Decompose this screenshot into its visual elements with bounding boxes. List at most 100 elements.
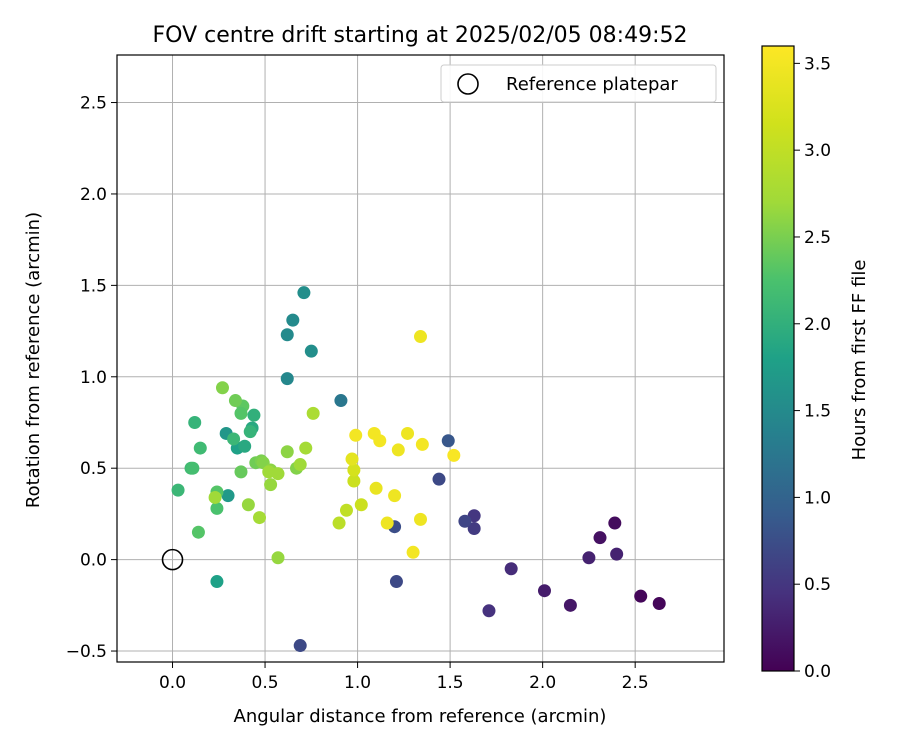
y-tick-label: 0.0	[80, 551, 107, 571]
colorbar-tick-label: 0.0	[804, 662, 831, 682]
scatter-point	[215, 381, 229, 395]
y-tick-label: 0.5	[80, 459, 107, 479]
colorbar-label: Hours from first FF file	[849, 260, 870, 461]
scatter-point	[458, 514, 472, 528]
scatter-points	[161, 286, 666, 653]
scatter-point	[234, 465, 248, 479]
x-tick-label: 0.5	[252, 673, 279, 693]
colorbar-tick-label: 1.5	[804, 402, 831, 422]
legend-box	[440, 64, 717, 103]
scatter-point	[482, 604, 496, 618]
scatter-point	[347, 474, 361, 488]
plot-area-frame	[116, 54, 725, 663]
y-tick-label: 2.0	[80, 185, 107, 205]
scatter-point	[406, 545, 420, 559]
scatter-point	[504, 562, 518, 576]
scatter-point	[334, 394, 348, 408]
scatter-point	[339, 503, 353, 517]
grid-lines	[117, 55, 724, 662]
scatter-point	[241, 498, 255, 512]
scatter-point	[252, 511, 266, 525]
scatter-point	[608, 516, 622, 530]
x-tick-label: 2.0	[529, 673, 556, 693]
scatter-point	[347, 463, 361, 477]
scatter-point	[280, 372, 294, 386]
scatter-point	[332, 516, 346, 530]
scatter-point	[280, 328, 294, 342]
x-tick-label: 0.0	[159, 673, 186, 693]
colorbar-tick-label: 0.5	[804, 575, 831, 595]
scatter-point	[280, 445, 294, 459]
y-tick-label: 1.0	[80, 368, 107, 388]
scatter-point	[593, 531, 607, 545]
colorbar-tick-label: 3.0	[804, 141, 831, 161]
scatter-point	[264, 478, 278, 492]
colorbar-ticks: 0.0 0.5 1.0 1.5 2.0 2.5 3.0 3.5	[794, 54, 831, 682]
colorbar-tick-label: 3.5	[804, 54, 831, 74]
scatter-point	[369, 481, 383, 495]
scatter-point	[193, 441, 207, 455]
scatter-point	[306, 406, 320, 420]
scatter-point	[354, 498, 368, 512]
scatter-point	[227, 432, 241, 446]
scatter-point	[414, 512, 427, 526]
y-tick-label: −0.5	[66, 642, 107, 662]
colorbar-tick-label: 1.0	[804, 488, 831, 508]
colorbar-tick-label: 2.5	[804, 228, 831, 248]
scatter-point	[191, 525, 205, 539]
scatter-point	[582, 551, 596, 565]
x-axis-label: Angular distance from reference (arcmin)	[234, 706, 607, 727]
scatter-point	[380, 516, 394, 530]
scatter-point	[286, 313, 300, 327]
scatter-point	[373, 434, 387, 448]
scatter-point	[634, 589, 648, 603]
scatter-point	[349, 428, 363, 442]
scatter-point	[391, 443, 405, 457]
scatter-point	[293, 458, 307, 472]
scatter-point	[238, 439, 252, 453]
scatter-point	[293, 639, 307, 653]
legend-marker-icon	[457, 73, 479, 95]
scatter-point	[389, 575, 403, 589]
scatter-point	[652, 596, 666, 610]
scatter-point	[186, 461, 200, 475]
scatter-point	[345, 452, 359, 466]
scatter-point	[414, 330, 427, 344]
y-tick-label: 1.5	[80, 276, 107, 296]
scatter-point	[304, 344, 318, 358]
colorbar-gradient	[761, 45, 795, 672]
scatter-point	[467, 522, 481, 536]
reference-platepar-marker	[161, 548, 184, 571]
scatter-point	[188, 415, 202, 429]
scatter-point	[537, 584, 551, 598]
scatter-point	[401, 426, 415, 440]
y-axis-label: Rotation from reference (arcmin)	[23, 212, 44, 508]
scatter-point	[210, 575, 224, 589]
legend: Reference platepar	[440, 64, 717, 103]
scatter-point	[271, 467, 285, 481]
scatter-point	[297, 286, 311, 300]
scatter-point	[234, 406, 248, 420]
chart-title: FOV centre drift starting at 2025/02/05 …	[153, 23, 688, 48]
scatter-point	[171, 483, 185, 497]
scatter-point	[210, 501, 224, 515]
colorbar-tick-label: 2.0	[804, 315, 831, 335]
scatter-point	[441, 434, 455, 448]
legend-entry-reference-platepar: Reference platepar	[506, 74, 678, 95]
scatter-point	[243, 425, 257, 439]
scatter-point	[563, 598, 577, 612]
scatter-point	[415, 437, 429, 451]
axis-ticks: 0.0 0.5 1.0 1.5 2.0 2.5 −0.5 0.0 0.5 1.0 1.5 2.0 2.5	[66, 94, 649, 693]
scatter-point	[388, 489, 402, 503]
scatter-point	[221, 489, 235, 503]
y-tick-label: 2.5	[80, 94, 107, 114]
scatter-point	[228, 394, 242, 408]
scatter-point	[208, 490, 222, 504]
scatter-point	[299, 441, 313, 455]
colorbar: 0.0 0.5 1.0 1.5 2.0 2.5 3.0 3.5 Hours from firs…	[761, 45, 870, 682]
scatter-point	[271, 551, 285, 565]
scatter-point	[432, 472, 446, 486]
scatter-point	[247, 408, 261, 422]
x-tick-label: 1.0	[344, 673, 371, 693]
